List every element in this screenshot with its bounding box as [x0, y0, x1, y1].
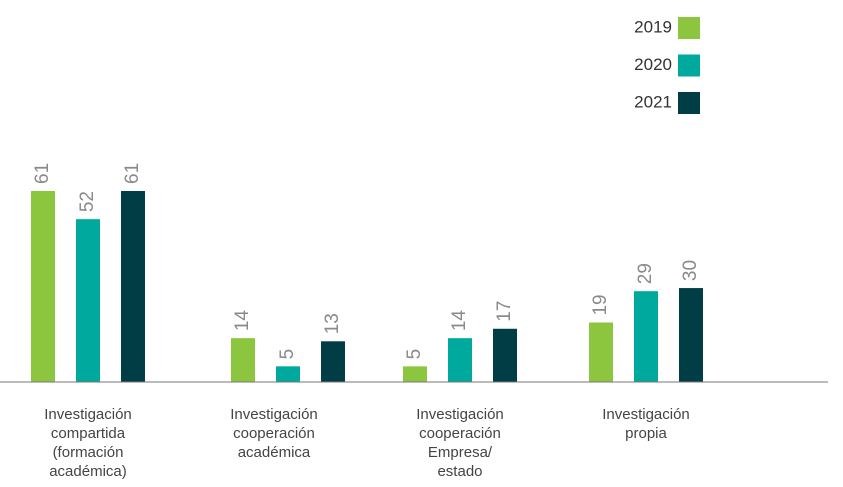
category-line: académica: [238, 444, 311, 461]
category-line: (formación: [53, 444, 124, 461]
bar: [589, 322, 613, 382]
value-label: 52: [77, 191, 98, 212]
category-line: cooperación: [233, 425, 315, 442]
bar: [231, 338, 255, 382]
bar: [121, 191, 145, 382]
bar: [634, 291, 658, 382]
category-line: cooperación: [419, 425, 501, 442]
bar: [679, 288, 703, 382]
legend-swatch: [678, 54, 700, 77]
category-line: propia: [625, 425, 667, 442]
value-label: 61: [122, 163, 143, 184]
category-line: Investigación: [416, 406, 504, 423]
category-line: estado: [437, 463, 482, 480]
value-label: 29: [635, 263, 656, 284]
value-label: 17: [494, 301, 515, 322]
category-line: académica): [49, 463, 127, 480]
category-label: Investigación propia: [602, 406, 690, 442]
bar: [493, 328, 517, 382]
category-line: Investigación: [44, 406, 132, 423]
legend-label: 2020: [634, 55, 672, 74]
bar: [76, 219, 100, 382]
legend-label: 2021: [634, 92, 672, 111]
category-line: Investigación: [602, 406, 690, 423]
bar: [403, 366, 427, 382]
bar: [276, 366, 300, 382]
value-label: 61: [32, 163, 53, 184]
bar: [31, 191, 55, 382]
value-label: 5: [277, 349, 298, 360]
value-label: 30: [680, 260, 701, 281]
bar: [448, 338, 472, 382]
value-label: 5: [404, 349, 425, 360]
category-label: Investigación cooperación Empresa/estado: [416, 406, 504, 480]
value-label: 14: [449, 310, 470, 332]
category-line: Empresa/: [428, 444, 493, 461]
category-label: Investigación cooperación académica: [230, 406, 318, 461]
category-label: Investigación compartida (formación académi…: [44, 406, 132, 480]
legend-label: 2019: [634, 17, 672, 36]
value-label: 14: [232, 310, 253, 332]
value-label: 13: [322, 313, 343, 334]
value-label: 19: [590, 294, 611, 315]
legend-swatch: [678, 17, 700, 39]
category-line: Investigación: [230, 406, 318, 423]
bar: [321, 341, 345, 382]
legend-swatch: [678, 92, 700, 114]
category-line: compartida: [51, 425, 126, 442]
